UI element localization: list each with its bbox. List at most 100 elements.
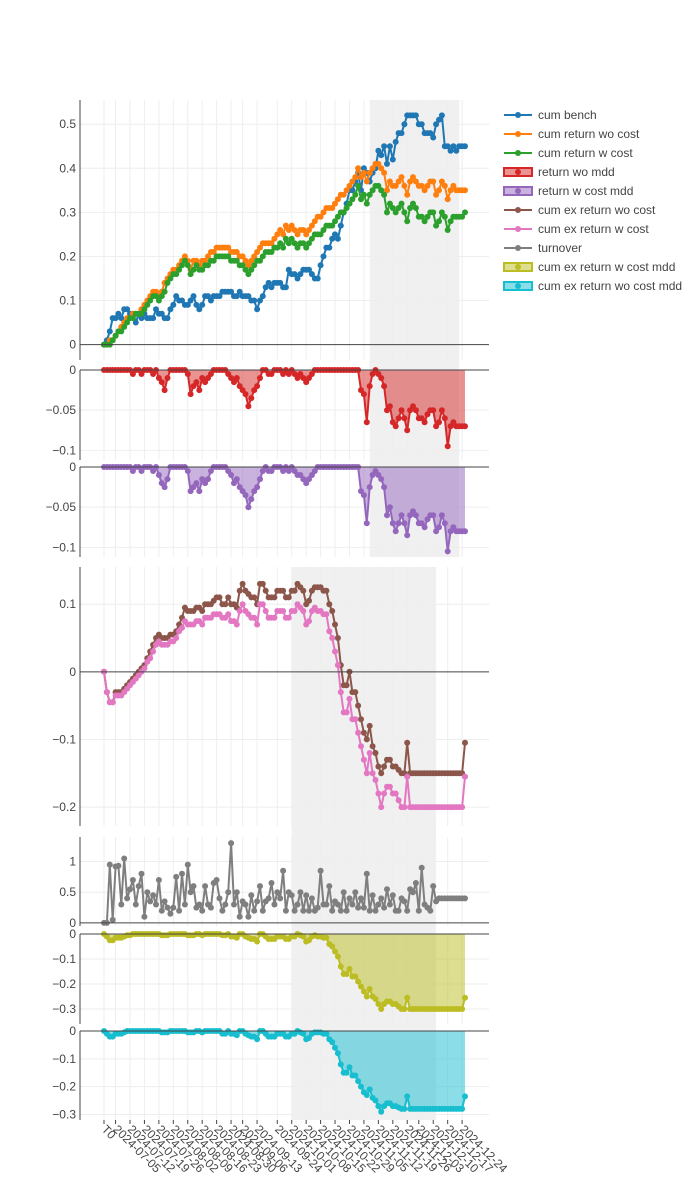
legend-label: return wo mdd: [538, 165, 615, 179]
point-return-w-cost-mdd: [438, 512, 445, 519]
point-turnover: [308, 895, 315, 902]
point-cum-ex-return-w-cost: [254, 621, 261, 628]
point-cum-bench: [306, 266, 312, 273]
point-turnover: [384, 886, 390, 893]
legend-item-cum-ex-return-w-cost-mdd[interactable]: cum ex return w cost mdd: [503, 260, 675, 274]
point-turnover: [164, 904, 171, 911]
point-cum-return-w-cost: [121, 323, 128, 330]
point-cum-return-wo-cost: [282, 222, 289, 229]
legend-item-cum-bench[interactable]: cum bench: [504, 108, 597, 122]
point-cum-ex-return-wo-cost-mdd: [366, 1086, 373, 1093]
y-tick-label: −0.1: [52, 732, 76, 746]
point-cum-bench: [179, 297, 185, 304]
legend-item-cum-ex-return-w-cost[interactable]: cum ex return w cost: [504, 222, 649, 236]
y-tick-label: 0: [69, 916, 76, 930]
point-return-w-cost-mdd: [248, 496, 255, 503]
point-cum-return-w-cost: [410, 200, 416, 207]
point-cum-return-wo-cost: [343, 187, 350, 194]
point-cum-ex-return-wo-cost: [343, 682, 350, 689]
point-cum-ex-return-w-cost: [291, 608, 298, 614]
y-tick-label: −0.05: [46, 403, 77, 417]
legend-label: cum ex return wo cost: [538, 203, 656, 217]
legend-item-cum-return-w-cost[interactable]: cum return w cost: [504, 146, 633, 160]
legend-item-turnover[interactable]: turnover: [504, 241, 582, 255]
point-return-wo-mdd: [398, 407, 405, 414]
point-turnover: [153, 901, 159, 908]
point-return-wo-mdd: [363, 419, 370, 426]
point-cum-bench: [138, 315, 145, 322]
point-turnover: [378, 895, 385, 902]
point-cum-return-w-cost: [332, 218, 338, 225]
point-return-w-cost-mdd: [389, 520, 396, 527]
point-turnover: [300, 907, 307, 914]
point-cum-bench: [378, 152, 385, 159]
point-cum-ex-return-wo-cost-mdd: [300, 1030, 307, 1037]
point-cum-bench: [251, 297, 258, 304]
point-cum-ex-return-wo-cost: [375, 763, 382, 770]
point-cum-bench: [153, 306, 159, 313]
point-cum-ex-return-wo-cost-mdd: [358, 1083, 364, 1090]
point-return-wo-mdd: [164, 375, 171, 381]
point-cum-return-w-cost: [277, 240, 284, 247]
point-cum-return-w-cost: [161, 288, 168, 295]
point-cum-ex-return-w-cost: [323, 611, 330, 618]
point-cum-return-w-cost: [378, 187, 385, 194]
point-cum-return-w-cost: [245, 271, 252, 278]
point-turnover: [314, 904, 321, 911]
point-cum-ex-return-w-cost: [459, 804, 466, 811]
point-cum-bench: [349, 187, 356, 194]
point-cum-return-wo-cost: [392, 182, 399, 189]
point-cum-ex-return-wo-cost-mdd: [352, 1072, 359, 1079]
point-cum-ex-return-w-cost-mdd: [358, 983, 364, 990]
point-return-wo-mdd: [242, 391, 249, 398]
point-return-wo-mdd: [386, 403, 393, 410]
legend-label: turnover: [538, 241, 582, 255]
point-turnover: [334, 901, 341, 908]
point-return-w-cost-mdd: [254, 484, 261, 491]
point-cum-ex-return-wo-cost: [300, 587, 307, 594]
point-cum-return-w-cost: [181, 257, 188, 264]
point-cum-return-w-cost: [233, 257, 240, 264]
point-cum-return-w-cost: [257, 257, 263, 264]
y-tick-label: −0.1: [52, 952, 76, 966]
point-cum-ex-return-wo-cost: [381, 763, 388, 770]
point-cum-return-w-cost: [153, 293, 159, 300]
point-cum-ex-return-w-cost-mdd: [323, 934, 330, 941]
point-turnover: [277, 895, 284, 902]
legend-item-return-wo-mdd[interactable]: return wo mdd: [503, 165, 615, 179]
point-cum-ex-return-wo-cost: [271, 594, 278, 601]
point-cum-ex-return-w-cost-mdd: [300, 933, 307, 940]
point-cum-ex-return-w-cost: [271, 614, 278, 621]
point-cum-return-w-cost: [349, 196, 356, 203]
point-cum-bench: [433, 121, 440, 128]
point-cum-ex-return-w-cost-mdd: [462, 994, 468, 1001]
legend-item-return-w-cost-mdd[interactable]: return w cost mdd: [503, 184, 633, 198]
point-return-wo-mdd: [401, 415, 408, 422]
legend-item-cum-ex-return-wo-cost-mdd[interactable]: cum ex return wo cost mdd: [503, 279, 682, 293]
point-cum-return-wo-cost: [242, 257, 249, 264]
point-cum-return-w-cost: [291, 240, 298, 247]
y-tick-label: −0.05: [46, 500, 77, 514]
point-cum-ex-return-w-cost: [326, 628, 333, 635]
series-cum-return-w-cost: [101, 182, 468, 348]
point-cum-bench: [170, 301, 177, 308]
point-cum-ex-return-w-cost: [306, 618, 312, 625]
point-turnover: [259, 907, 266, 914]
y-tick-label: 1: [69, 855, 76, 869]
legend[interactable]: cum bench cum return wo cost cum return w …: [503, 108, 682, 293]
area-cum-ex-return-wo-cost-mdd: [104, 1031, 465, 1112]
point-cum-return-wo-cost: [294, 231, 301, 238]
point-cum-return-w-cost: [433, 222, 440, 229]
legend-marker: [515, 207, 521, 213]
legend-item-cum-ex-return-wo-cost[interactable]: cum ex return wo cost: [504, 203, 656, 217]
point-cum-return-wo-cost: [308, 222, 315, 229]
point-turnover: [109, 916, 116, 923]
y-tick-label: −0.3: [52, 1002, 76, 1016]
legend-item-cum-return-wo-cost[interactable]: cum return wo cost: [504, 127, 640, 141]
point-turnover: [355, 904, 362, 911]
point-cum-return-wo-cost: [358, 174, 364, 181]
point-cum-return-w-cost: [303, 244, 310, 251]
point-cum-ex-return-w-cost-mdd: [346, 966, 353, 972]
point-cum-ex-return-w-cost: [363, 770, 370, 777]
point-turnover: [404, 907, 411, 914]
